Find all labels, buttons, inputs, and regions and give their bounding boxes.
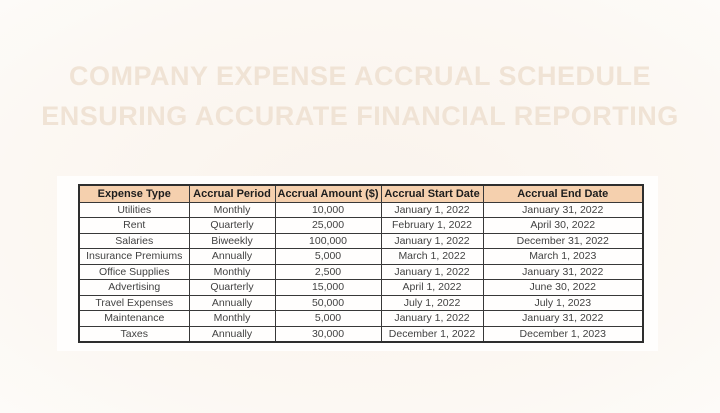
table-cell: February 1, 2022 [380,217,484,234]
table-cell: Travel Expenses [78,294,190,311]
column-header: Accrual Period [188,184,276,203]
table-cell: Insurance Premiums [78,248,190,265]
table-cell: 100,000 [274,232,382,249]
table-cell: Office Supplies [78,263,190,280]
table-cell: 30,000 [274,325,382,342]
table-cell: Rent [78,217,190,234]
table-cell: January 1, 2022 [380,263,484,280]
table-cell: Monthly [188,310,276,327]
table-cell: December 1, 2022 [380,325,484,342]
table-cell: Quarterly [188,217,276,234]
table-cell: Quarterly [188,279,276,296]
table-cell: Monthly [188,201,276,218]
table-cell: March 1, 2023 [482,248,644,265]
table-cell: Salaries [78,232,190,249]
table-row: Rent Quarterly 25,000 February 1, 2022 April… [78,217,644,234]
schedule-table: Expense Type Accrual Period Accrual Amount… [78,184,644,343]
table-cell: Advertising [78,279,190,296]
column-header: Accrual Amount ($) [274,184,382,203]
table-row: Advertising Quarterly 15,000 April 1, 2022 J… [78,279,644,296]
table-card: Expense Type Accrual Period Accrual Amount… [57,176,658,351]
table-row: Office Supplies Monthly 2,500 January 1, 20… [78,263,644,280]
schedule-table-body: Utilities Monthly 10,000 January 1, 2022 Jan… [78,201,644,342]
table-cell: March 1, 2022 [380,248,484,265]
table-cell: December 1, 2023 [482,325,644,342]
column-header: Expense Type [78,184,190,203]
table-row: Maintenance Monthly 5,000 January 1, 2022 Ja… [78,310,644,327]
table-row: Insurance Premiums Annually 5,000 March 1, … [78,248,644,265]
table-row: Salaries Biweekly 100,000 January 1, 2022 De… [78,232,644,249]
schedule-table-header: Expense Type Accrual Period Accrual Amount… [78,184,644,203]
table-cell: 2,500 [274,263,382,280]
table-cell: July 1, 2022 [380,294,484,311]
table-cell: Biweekly [188,232,276,249]
table-cell: Monthly [188,263,276,280]
table-cell: 25,000 [274,217,382,234]
table-cell: Maintenance [78,310,190,327]
table-cell: Utilities [78,201,190,218]
table-row: Travel Expenses Annually 50,000 July 1, 202… [78,294,644,311]
table-cell: Taxes [78,325,190,342]
table-cell: Annually [188,325,276,342]
table-cell: Annually [188,294,276,311]
column-header: Accrual Start Date [380,184,484,203]
table-cell: 50,000 [274,294,382,311]
table-cell: January 1, 2022 [380,310,484,327]
table-cell: January 31, 2022 [482,263,644,280]
page-title-line-2: ENSURING ACCURATE FINANCIAL REPORTING [41,101,679,131]
table-cell: July 1, 2023 [482,294,644,311]
column-header: Accrual End Date [482,184,644,203]
table-cell: 5,000 [274,310,382,327]
table-cell: January 1, 2022 [380,232,484,249]
table-cell: December 31, 2022 [482,232,644,249]
table-row: Utilities Monthly 10,000 January 1, 2022 Jan… [78,201,644,218]
table-cell: Annually [188,248,276,265]
table-cell: 15,000 [274,279,382,296]
table-cell: January 31, 2022 [482,310,644,327]
page-title: COMPANY EXPENSE ACCRUAL SCHEDULE ENSURIN… [0,56,720,136]
table-cell: 5,000 [274,248,382,265]
header-row: Expense Type Accrual Period Accrual Amount… [78,184,644,203]
table-row: Taxes Annually 30,000 December 1, 2022 Decem… [78,325,644,342]
page-title-line-1: COMPANY EXPENSE ACCRUAL SCHEDULE [68,61,652,91]
table-cell: April 30, 2022 [482,217,644,234]
table-cell: January 1, 2022 [380,201,484,218]
table-cell: January 31, 2022 [482,201,644,218]
table-cell: 10,000 [274,201,382,218]
table-cell: June 30, 2022 [482,279,644,296]
table-cell: April 1, 2022 [380,279,484,296]
